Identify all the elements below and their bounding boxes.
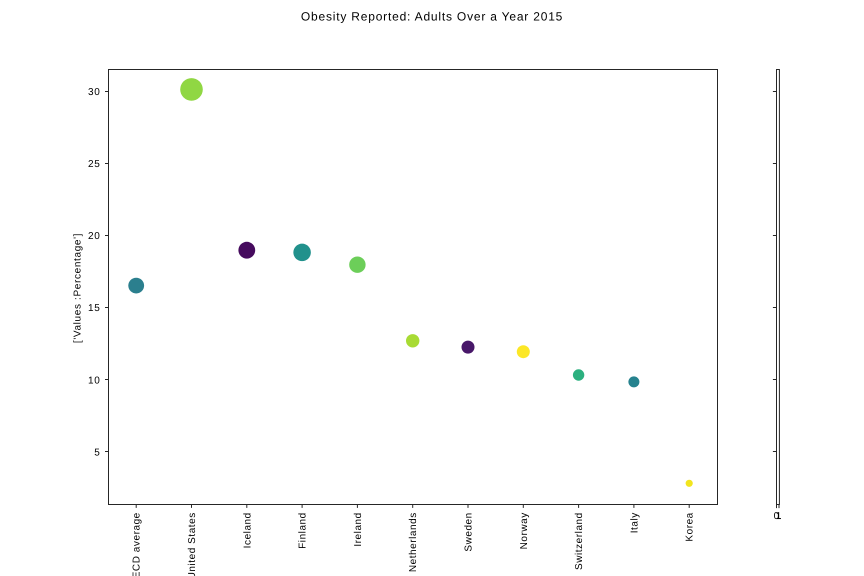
- svg-text:Obesity Reported: Adults Over: Obesity Reported: Adults Over a Year 201…: [301, 10, 563, 24]
- svg-text:Italy: Italy: [629, 512, 640, 533]
- svg-text:Netherlands: Netherlands: [408, 512, 419, 572]
- svg-text:['Values :Percentage']: ['Values :Percentage']: [73, 233, 84, 343]
- svg-text:Sweden: Sweden: [464, 512, 475, 551]
- svg-text:10: 10: [88, 375, 101, 386]
- svg-text:Switzerland: Switzerland: [574, 512, 585, 570]
- svg-text:25: 25: [88, 159, 101, 170]
- svg-text:15: 15: [88, 303, 101, 314]
- svg-text:OECD average: OECD average: [132, 512, 143, 576]
- svg-text:Finland: Finland: [298, 512, 309, 549]
- svg-text:Korea: Korea: [685, 512, 696, 541]
- svg-text:30: 30: [88, 87, 101, 98]
- svg-text:0: 0: [774, 511, 780, 522]
- svg-text:Ireland: Ireland: [353, 512, 364, 546]
- svg-text:1: 1: [776, 511, 782, 522]
- svg-text:Norway: Norway: [519, 512, 530, 549]
- svg-text:5: 5: [94, 447, 100, 458]
- svg-text:Iceland: Iceland: [242, 512, 253, 548]
- svg-text:United States: United States: [187, 512, 198, 576]
- svg-text:20: 20: [88, 231, 101, 242]
